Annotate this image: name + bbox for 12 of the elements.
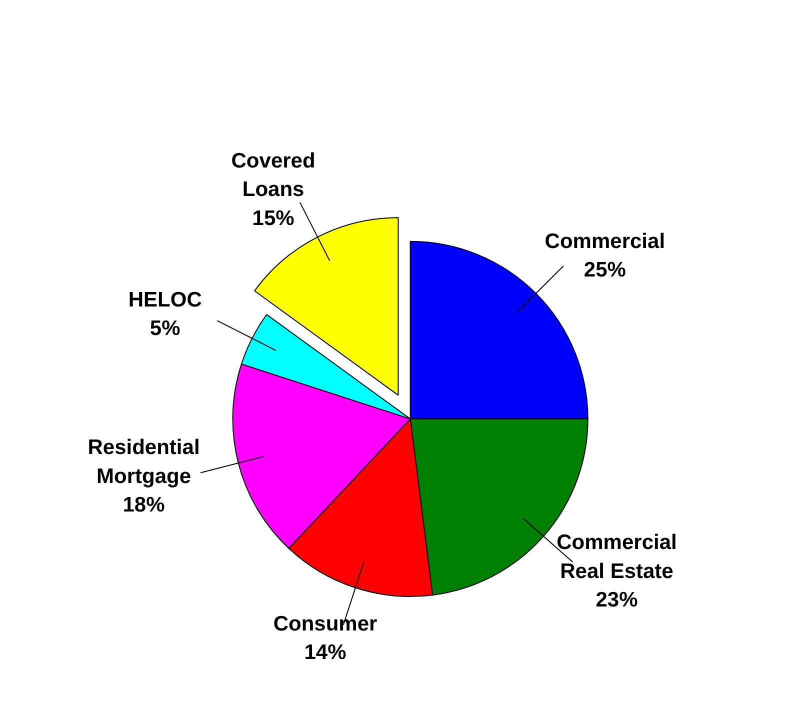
data-label: 18% bbox=[122, 494, 166, 517]
slice-label: Covered Loans bbox=[231, 149, 316, 202]
slice-label: Commercial Real Estate bbox=[556, 531, 677, 583]
slice-label: Commercial bbox=[544, 230, 666, 253]
slice-label: HELOC bbox=[128, 288, 202, 312]
data-label: 23% bbox=[596, 588, 638, 612]
slice-label: Residential Mortgage bbox=[88, 436, 200, 488]
data-label: 14% bbox=[304, 641, 347, 664]
slice-label: Consumer bbox=[273, 612, 378, 636]
data-label: 5% bbox=[150, 317, 181, 340]
data-label: 15% bbox=[252, 206, 295, 230]
data-label: 25% bbox=[584, 258, 626, 282]
